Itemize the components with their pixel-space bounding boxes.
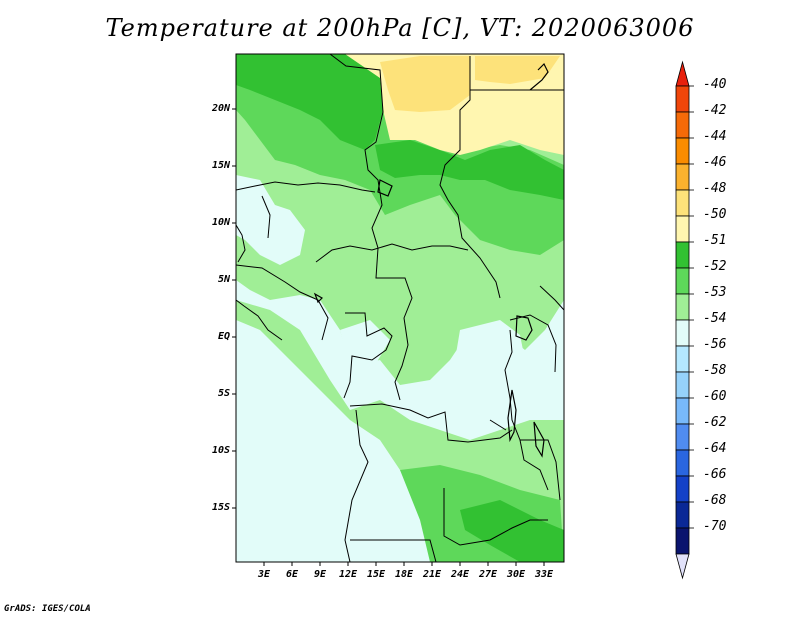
colorbar-swatch	[675, 345, 690, 373]
lake-outline	[529, 62, 549, 91]
lat-label-10s: 10S	[211, 445, 230, 456]
colorbar	[675, 60, 694, 580]
lat-label-5s: 5S	[217, 388, 230, 399]
lon-label-30e: 30E	[506, 569, 526, 580]
lake-outline	[377, 179, 393, 197]
colorbar-swatch	[675, 449, 690, 477]
colorbar-swatch	[675, 111, 690, 139]
colorbar-label: -51	[703, 233, 727, 248]
lon-label-21e: 21E	[422, 569, 442, 580]
border-line	[439, 56, 501, 299]
temp-region-minus51	[236, 54, 383, 150]
colorbar-label: -44	[703, 129, 727, 144]
colorbar-label: -46	[703, 155, 727, 170]
border-line	[343, 312, 393, 399]
axis-ticks	[232, 108, 545, 566]
lat-label-15s: 15S	[211, 502, 230, 513]
border-line	[539, 285, 564, 311]
map-title: Temperature at 200hPa [C], VT: 202006300…	[105, 14, 695, 42]
colorbar-swatch	[675, 319, 690, 347]
temp-region-minus54-east	[450, 320, 525, 420]
colorbar-label: -40	[703, 77, 727, 92]
colorbar-label: -60	[703, 389, 727, 404]
colorbar-swatch	[675, 371, 690, 399]
colorbar-label: -50	[703, 207, 727, 222]
lon-label-27e: 27E	[478, 569, 498, 580]
border-line	[375, 247, 413, 401]
lon-label-12e: 12E	[338, 569, 358, 580]
colorbar-top-arrow	[675, 60, 690, 87]
colorbar-label: -62	[703, 415, 727, 430]
lat-label-eq: EQ	[217, 331, 230, 342]
lon-label-24e: 24E	[450, 569, 470, 580]
border-line	[315, 243, 469, 263]
border-line	[236, 224, 246, 263]
colorbar-label: -66	[703, 467, 727, 482]
lon-label-15e: 15E	[366, 569, 386, 580]
temp-region-minus48-ne	[475, 56, 560, 84]
colorbar-label: -70	[703, 519, 727, 534]
colorbar-label: -42	[703, 103, 727, 118]
temperature-field	[236, 54, 564, 562]
border-line	[443, 488, 548, 546]
colorbar-label: -68	[703, 493, 727, 508]
lat-label-10n: 10N	[211, 217, 230, 228]
border-line	[344, 409, 369, 562]
border-line	[236, 299, 283, 341]
colorbar-label: -56	[703, 337, 727, 352]
colorbar-swatch	[675, 475, 690, 503]
colorbar-bottom-arrow	[675, 553, 690, 580]
colorbar-swatch	[675, 85, 690, 113]
colorbar-swatch	[675, 267, 690, 295]
temp-region-minus54-center	[340, 320, 390, 370]
colorbar-swatch	[675, 397, 690, 425]
border-line	[329, 54, 384, 249]
border-line	[504, 329, 549, 491]
lat-label-5n: 5N	[217, 274, 230, 285]
lake-outline	[515, 315, 533, 341]
lon-label-18e: 18E	[394, 569, 414, 580]
grads-credit: GrADS: IGES/COLA	[4, 604, 91, 614]
temp-region-minus51-sahel	[375, 140, 564, 200]
border-line	[236, 181, 376, 193]
colorbar-label: -54	[703, 311, 727, 326]
lon-label-6e: 6E	[285, 569, 299, 580]
map-frame	[235, 53, 565, 563]
lake-outline	[313, 292, 323, 304]
colorbar-swatch	[675, 501, 690, 529]
lat-label-15n: 15N	[211, 160, 230, 171]
lon-label-33e: 33E	[534, 569, 554, 580]
country-borders	[236, 54, 564, 562]
colorbar-label: -64	[703, 441, 727, 456]
colorbar-label: -53	[703, 285, 727, 300]
border-line	[236, 264, 329, 341]
lakes	[313, 62, 549, 458]
border-line	[349, 403, 513, 443]
temp-region-minus48	[380, 56, 470, 112]
border-line	[350, 539, 437, 562]
temp-region-minus51-se	[460, 500, 564, 562]
colorbar-swatch	[675, 527, 690, 555]
colorbar-label: -58	[703, 363, 727, 378]
lake-outline	[507, 389, 517, 443]
colorbar-swatch	[675, 163, 690, 191]
colorbar-swatch	[675, 241, 690, 269]
lake-outline	[533, 421, 545, 458]
colorbar-label: -48	[703, 181, 727, 196]
lat-label-20n: 20N	[211, 103, 230, 114]
border-line	[489, 419, 507, 431]
lon-label-9e: 9E	[313, 569, 327, 580]
temp-region-minus54-west	[236, 175, 305, 265]
lon-label-3e: 3E	[257, 569, 271, 580]
colorbar-swatch	[675, 137, 690, 165]
border-line	[261, 195, 271, 239]
colorbar-swatch	[675, 215, 690, 243]
colorbar-swatch	[675, 423, 690, 451]
colorbar-swatch	[675, 293, 690, 321]
colorbar-label: -52	[703, 259, 727, 274]
border-line	[520, 439, 561, 501]
colorbar-swatch	[675, 189, 690, 217]
